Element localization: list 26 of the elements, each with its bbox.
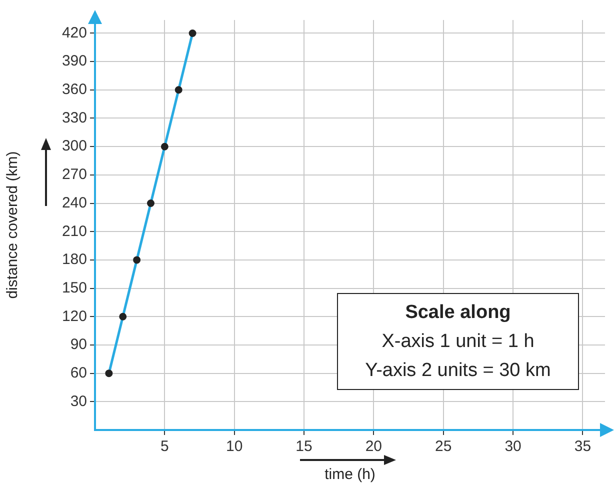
y-tick-label: 330 xyxy=(62,109,87,126)
y-tick-label: 300 xyxy=(62,138,87,155)
x-tick-label: 35 xyxy=(574,438,592,456)
x-tick-label: 15 xyxy=(296,438,312,456)
y-tick-label: 210 xyxy=(62,222,87,240)
y-tick-label: 60 xyxy=(70,364,87,382)
x-tick-label: 5 xyxy=(160,438,169,456)
annotation: Scale along xyxy=(404,301,512,325)
annotation: X-axis 1 unit = 1 h xyxy=(380,330,536,354)
annotation: Y-axis 2 units = 30 km xyxy=(364,359,552,383)
y-tick-label: 180 xyxy=(62,251,87,268)
y-tick-label: 360 xyxy=(62,81,87,98)
y-tick-label: 30 xyxy=(70,392,87,410)
y-tick-label: 90 xyxy=(70,336,87,354)
y-tick-label: 270 xyxy=(62,166,87,184)
y-tick-label: 240 xyxy=(62,194,87,212)
y-tick-label: 150 xyxy=(62,279,87,296)
x-tick-label: 25 xyxy=(435,438,452,456)
y-tick-label: 420 xyxy=(62,24,87,42)
x-tick-label: 30 xyxy=(504,438,522,456)
x-tick-label: 10 xyxy=(226,438,243,456)
y-tick-label: 390 xyxy=(62,52,87,70)
x-axis-title: time (h) xyxy=(324,466,376,484)
x-tick-label: 20 xyxy=(365,438,382,456)
y-axis-title: distance covered (km) xyxy=(4,151,22,299)
y-tick-label: 120 xyxy=(62,308,87,325)
